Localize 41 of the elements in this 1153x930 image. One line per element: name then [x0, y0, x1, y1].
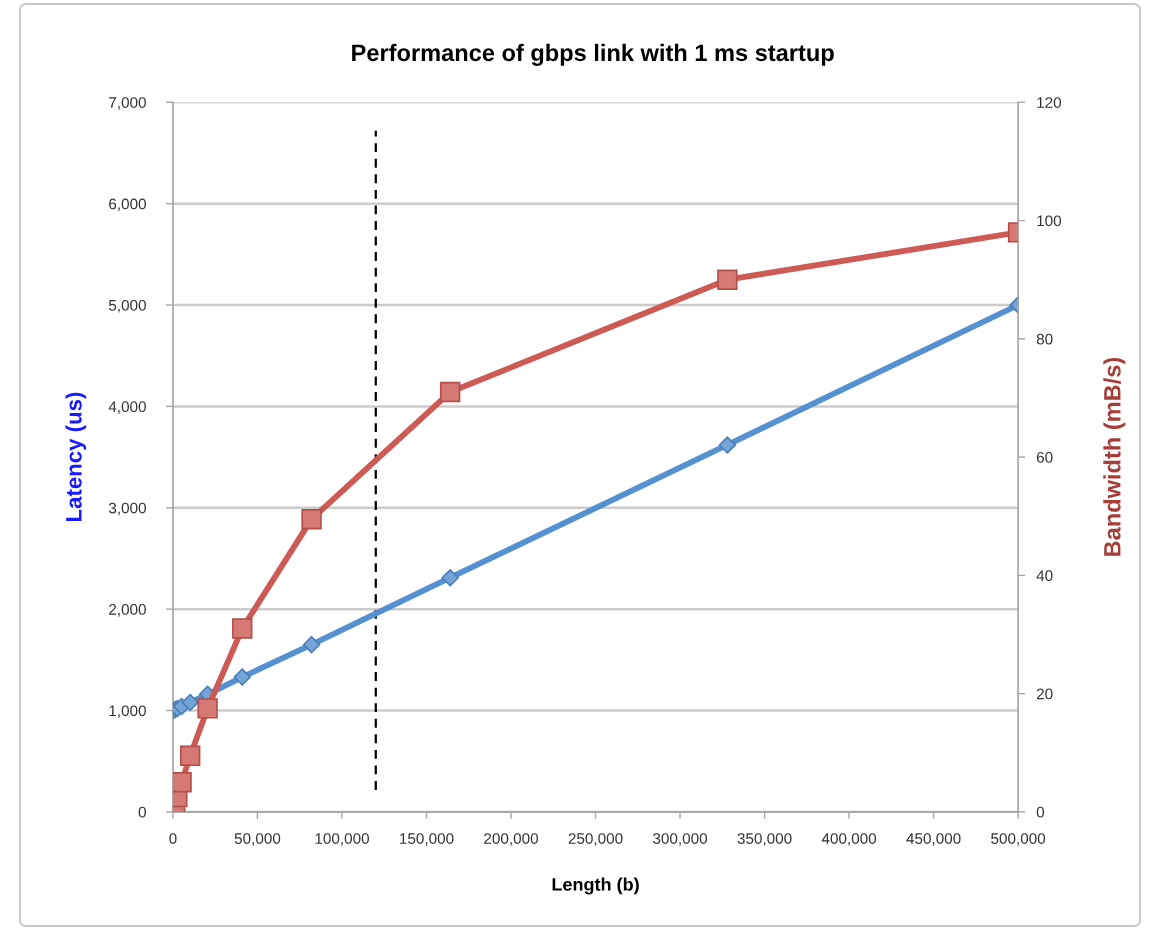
- point: [718, 436, 737, 454]
- x-tick-label: 200,000: [484, 833, 539, 846]
- y-tick-label: 4,000: [108, 401, 146, 414]
- y2-tick-label: 120: [1037, 97, 1062, 108]
- y2-tick-label: 100: [1037, 215, 1062, 227]
- chart-title: Performance of gbps link with 1 ms startup: [352, 43, 834, 66]
- y2-tick-label: 60: [1036, 451, 1053, 463]
- y-tick-label: 1,000: [109, 705, 146, 719]
- y-tick-label: 2,000: [109, 604, 146, 617]
- y-tick-label: 6,000: [109, 198, 146, 212]
- y-tick-label: 7,000: [109, 97, 146, 110]
- point: [172, 772, 192, 793]
- y2-axis-title: Bandwidth (mB/s): [1103, 357, 1126, 556]
- point: [439, 381, 461, 403]
- x-tick-label: 450,000: [906, 833, 961, 846]
- x-tick-label: 250,000: [568, 833, 623, 846]
- y2-tick-label: 80: [1036, 333, 1053, 345]
- y-tick-label: 0: [138, 806, 146, 818]
- y-tick-label: 3,000: [108, 502, 146, 516]
- y2-tick-label: 20: [1036, 688, 1053, 700]
- x-tick-label: 100,000: [315, 833, 369, 846]
- y-tick-label: 5,000: [108, 299, 146, 313]
- point: [179, 745, 201, 766]
- x-tick-label: 300,000: [653, 833, 708, 846]
- y-axis-title: Latency (us): [65, 392, 87, 522]
- x-axis-title: Length (b): [552, 877, 639, 895]
- y2-tick-label: 0: [1036, 806, 1045, 818]
- x-tick-label: 50,000: [234, 833, 281, 846]
- y2-tick-label: 40: [1036, 570, 1053, 582]
- point: [197, 698, 218, 719]
- point: [301, 508, 322, 530]
- x-tick-label: 500,000: [991, 833, 1046, 846]
- point: [302, 635, 321, 654]
- point: [232, 618, 253, 639]
- point: [233, 668, 251, 686]
- x-tick-label: 350,000: [737, 833, 792, 846]
- x-tick-label: 400,000: [821, 833, 877, 846]
- point: [181, 693, 199, 712]
- point: [441, 569, 459, 587]
- x-tick-label: 0: [169, 833, 177, 844]
- x-tick-label: 150,000: [400, 833, 454, 846]
